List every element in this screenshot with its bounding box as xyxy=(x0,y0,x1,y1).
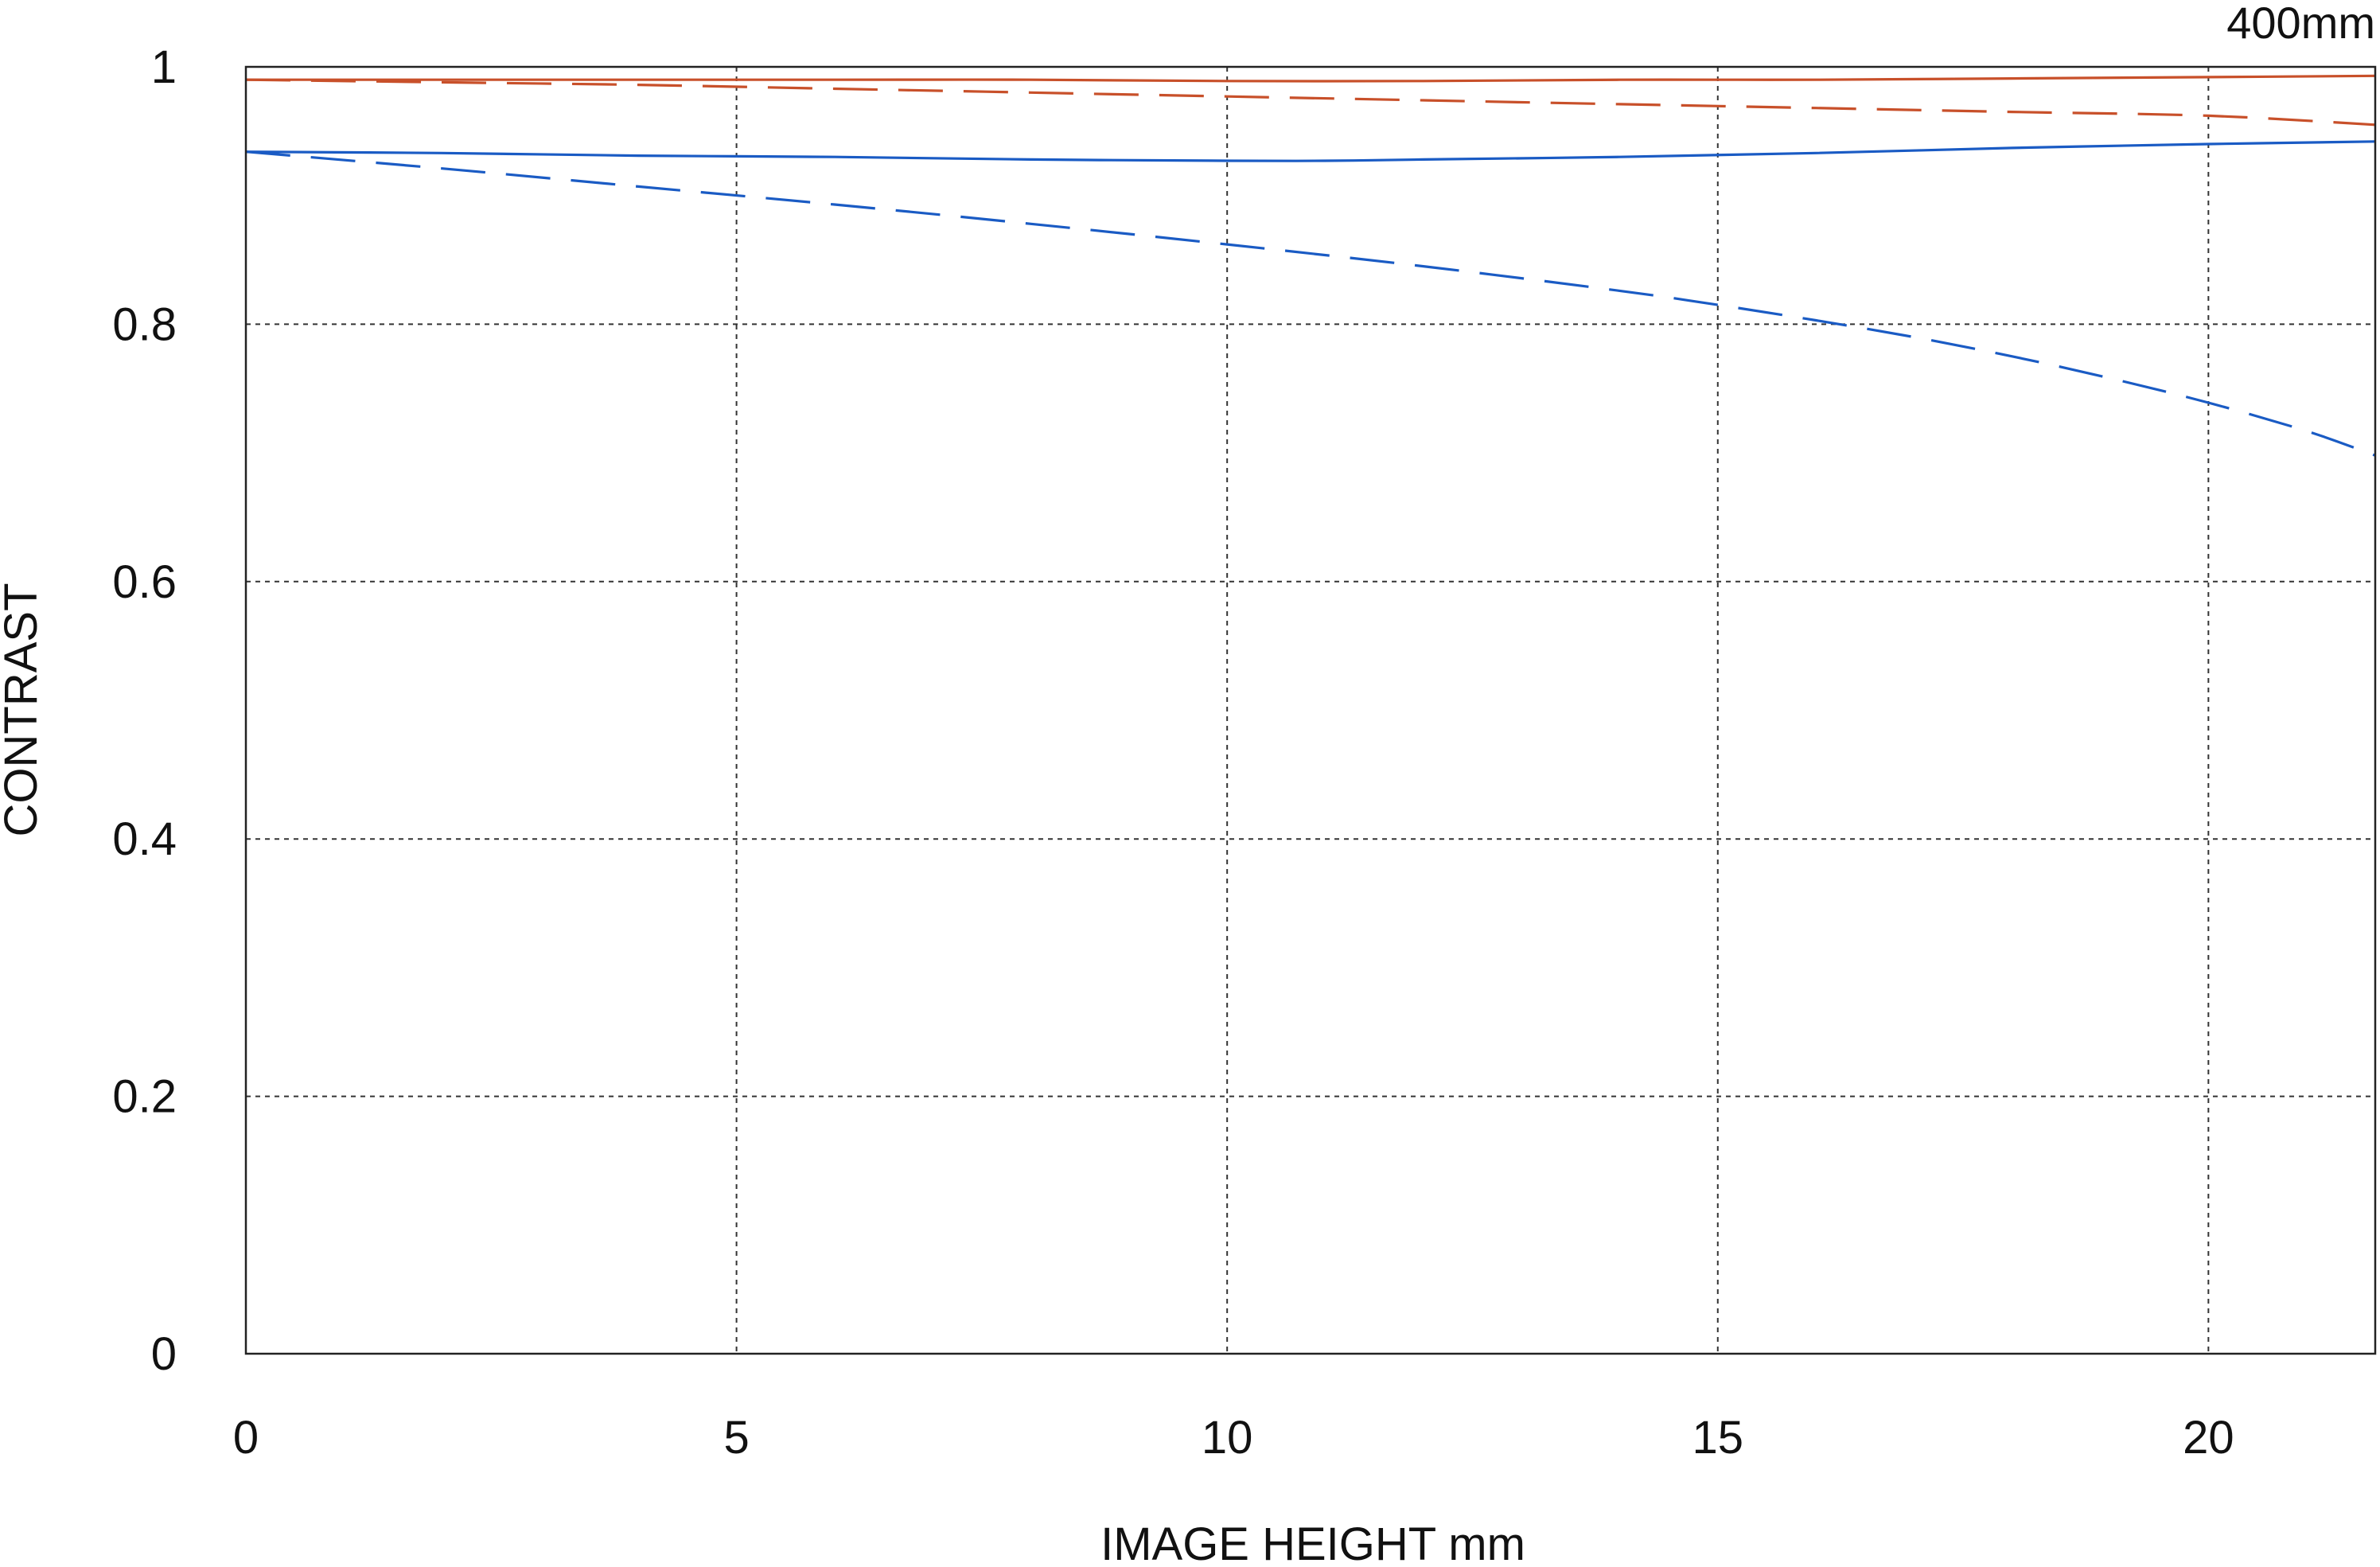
x-tick-label: 0 xyxy=(233,1412,259,1464)
series-line-red-solid xyxy=(246,74,2376,83)
y-tick-label: 0 xyxy=(151,1328,177,1380)
grid-lines xyxy=(246,67,2375,1354)
series-line-red-dashed xyxy=(245,78,2376,127)
y-axis-ticks: 0 0.2 0.4 0.6 0.8 1 xyxy=(112,41,177,1380)
y-tick-label: 0.6 xyxy=(112,556,177,608)
chart-title: 400mm xyxy=(2226,0,2375,48)
x-tick-label: 20 xyxy=(2183,1412,2234,1464)
x-tick-label: 10 xyxy=(1202,1412,1253,1464)
x-tick-label: 5 xyxy=(723,1412,749,1464)
y-tick-label: 1 xyxy=(151,41,177,93)
y-tick-label: 0.4 xyxy=(112,813,177,865)
x-axis-ticks: 0 5 10 15 20 xyxy=(233,1412,2234,1464)
series-line-blue-dashed xyxy=(245,150,2376,457)
series-line-blue-solid xyxy=(245,140,2376,162)
series-lines xyxy=(245,74,2376,457)
y-axis-title: CONTRAST xyxy=(0,583,47,837)
x-axis-title: IMAGE HEIGHT mm xyxy=(1100,1518,1525,1563)
x-tick-label: 15 xyxy=(1692,1412,1744,1464)
y-tick-label: 0.2 xyxy=(112,1071,177,1123)
y-tick-label: 0.8 xyxy=(112,298,177,350)
plot-frame xyxy=(244,65,2377,1355)
